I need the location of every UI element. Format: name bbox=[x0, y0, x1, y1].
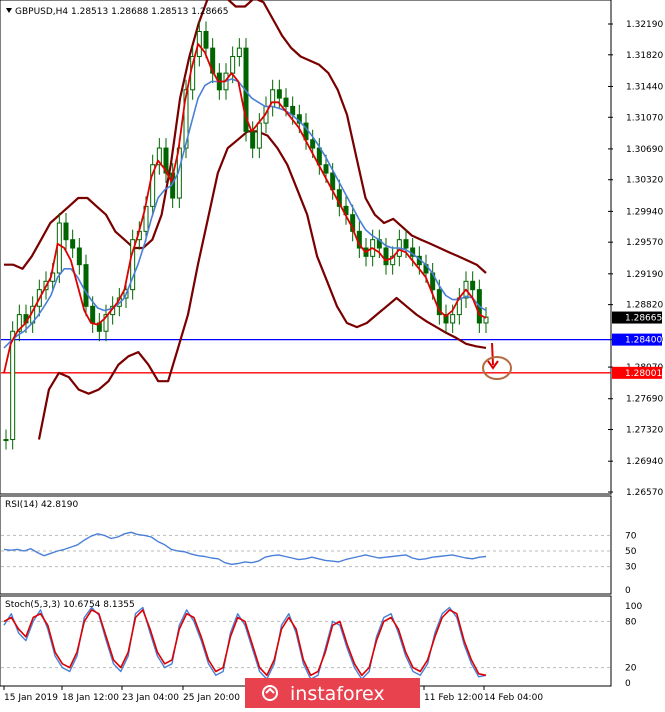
x-tick-label: 23 Jan 04:00 bbox=[122, 693, 179, 703]
main-plot: 1.32190 1.31820 1.31440 1.31070 1.30690 1.303… bbox=[1, 0, 663, 498]
dropdown-arrow-icon[interactable] bbox=[6, 8, 12, 13]
rsi-plot: 70 50 30 0 bbox=[1, 531, 637, 596]
candle-body bbox=[470, 280, 476, 291]
y-tick-label: 1.31440 bbox=[626, 82, 663, 92]
symbol-header: GBPUSD,H4 1.28513 1.28688 1.28513 1.2866… bbox=[15, 7, 228, 17]
price-tag bbox=[612, 311, 662, 324]
stoch-panel bbox=[0, 595, 612, 687]
candle-body bbox=[156, 147, 162, 166]
stoch-signal-line bbox=[3, 606, 487, 680]
candle-body bbox=[236, 47, 242, 57]
y-tick-label: 1.26940 bbox=[626, 457, 663, 467]
y-tick-label: 1.29570 bbox=[626, 238, 663, 248]
stoch-tick-label: 20 bbox=[625, 664, 637, 674]
x-tick-label: 15 Jan 2019 bbox=[4, 693, 58, 703]
stoch-tick-label: 100 bbox=[625, 602, 642, 612]
candle-body bbox=[230, 55, 236, 74]
fast-ma-line bbox=[3, 43, 487, 374]
price-tag-label: 1.28001 bbox=[625, 369, 662, 379]
candle-body bbox=[10, 330, 16, 441]
down-arrowhead-icon bbox=[487, 360, 499, 370]
candle-body bbox=[436, 289, 442, 316]
rsi-tick-label: 30 bbox=[625, 563, 637, 573]
target-circle bbox=[482, 356, 512, 380]
y-tick-label: 1.32190 bbox=[626, 20, 663, 30]
y-tick-label: 1.30690 bbox=[626, 145, 663, 155]
price-tag bbox=[612, 333, 662, 346]
y-tick-label: 1.29940 bbox=[626, 207, 663, 217]
x-tick-label: 11 Feb 12:00 bbox=[424, 693, 483, 703]
y-tick-label: 1.29190 bbox=[626, 270, 663, 280]
candle-body bbox=[150, 164, 156, 207]
watermark-logo-icon bbox=[262, 685, 278, 701]
candle-body bbox=[310, 139, 316, 149]
watermark-banner bbox=[245, 678, 420, 708]
y-tick-label: 1.31820 bbox=[626, 51, 663, 61]
candle-body bbox=[323, 164, 329, 174]
stoch-plot: 100 80 20 0 bbox=[1, 602, 642, 689]
candle-body bbox=[76, 247, 82, 266]
x-tick-label: 25 Jan 20:00 bbox=[183, 693, 240, 703]
stoch-tick-label: 0 bbox=[625, 679, 631, 689]
candle-body bbox=[56, 222, 62, 274]
candle-body bbox=[210, 47, 216, 74]
candle-body bbox=[276, 89, 282, 99]
candle-body bbox=[203, 30, 209, 49]
price-tag bbox=[612, 366, 662, 379]
candle-body bbox=[103, 314, 109, 332]
candle-body bbox=[63, 222, 69, 241]
rsi-tick-label: 50 bbox=[625, 547, 637, 557]
x-tick-label: 14 Feb 04:00 bbox=[484, 693, 543, 703]
candle-body bbox=[16, 314, 22, 332]
price-tag-label: 1.28400 bbox=[625, 336, 662, 346]
candle-body bbox=[70, 239, 76, 249]
x-axis: 15 Jan 2019 18 Jan 12:00 23 Jan 04:00 25 Ja… bbox=[3, 686, 543, 703]
watermark-text: instaforex bbox=[290, 683, 385, 705]
stoch-header: Stoch(5,3,3) 10.6754 8.1355 bbox=[5, 600, 135, 610]
down-arrow-icon bbox=[491, 342, 494, 366]
candle-body bbox=[450, 314, 456, 324]
rsi-line bbox=[3, 531, 487, 565]
rsi-header: RSI(14) 42.8190 bbox=[5, 500, 78, 510]
stoch-main-line bbox=[3, 609, 487, 677]
candle-body bbox=[90, 305, 96, 324]
y-tick-label: 1.30320 bbox=[626, 176, 663, 186]
y-tick-label: 1.26570 bbox=[626, 488, 663, 498]
rsi-tick-label: 70 bbox=[625, 531, 637, 541]
rsi-tick-label: 0 bbox=[625, 586, 631, 596]
y-tick-label: 1.27690 bbox=[626, 395, 663, 405]
x-tick-label: 18 Jan 12:00 bbox=[62, 693, 119, 703]
candle-body bbox=[183, 89, 189, 149]
slow-ma-line bbox=[3, 78, 487, 349]
stoch-tick-label: 80 bbox=[625, 617, 637, 627]
y-tick-label: 1.31070 bbox=[626, 113, 663, 123]
band-lower-line bbox=[37, 130, 487, 440]
candle-body bbox=[83, 264, 89, 307]
candle-body bbox=[256, 122, 262, 149]
y-tick-label: 1.27320 bbox=[626, 426, 663, 436]
candle-body bbox=[403, 239, 409, 249]
candle-body bbox=[283, 97, 289, 107]
rsi-panel bbox=[0, 495, 612, 595]
candle-body bbox=[443, 314, 449, 324]
candle-body bbox=[130, 239, 136, 291]
main-panel bbox=[0, 0, 612, 495]
candle-body bbox=[250, 130, 256, 149]
candle-body bbox=[383, 247, 389, 266]
y-tick-label: 1.28820 bbox=[626, 301, 663, 311]
candle-body bbox=[3, 439, 9, 442]
price-tag-label: 1.28665 bbox=[625, 314, 662, 324]
